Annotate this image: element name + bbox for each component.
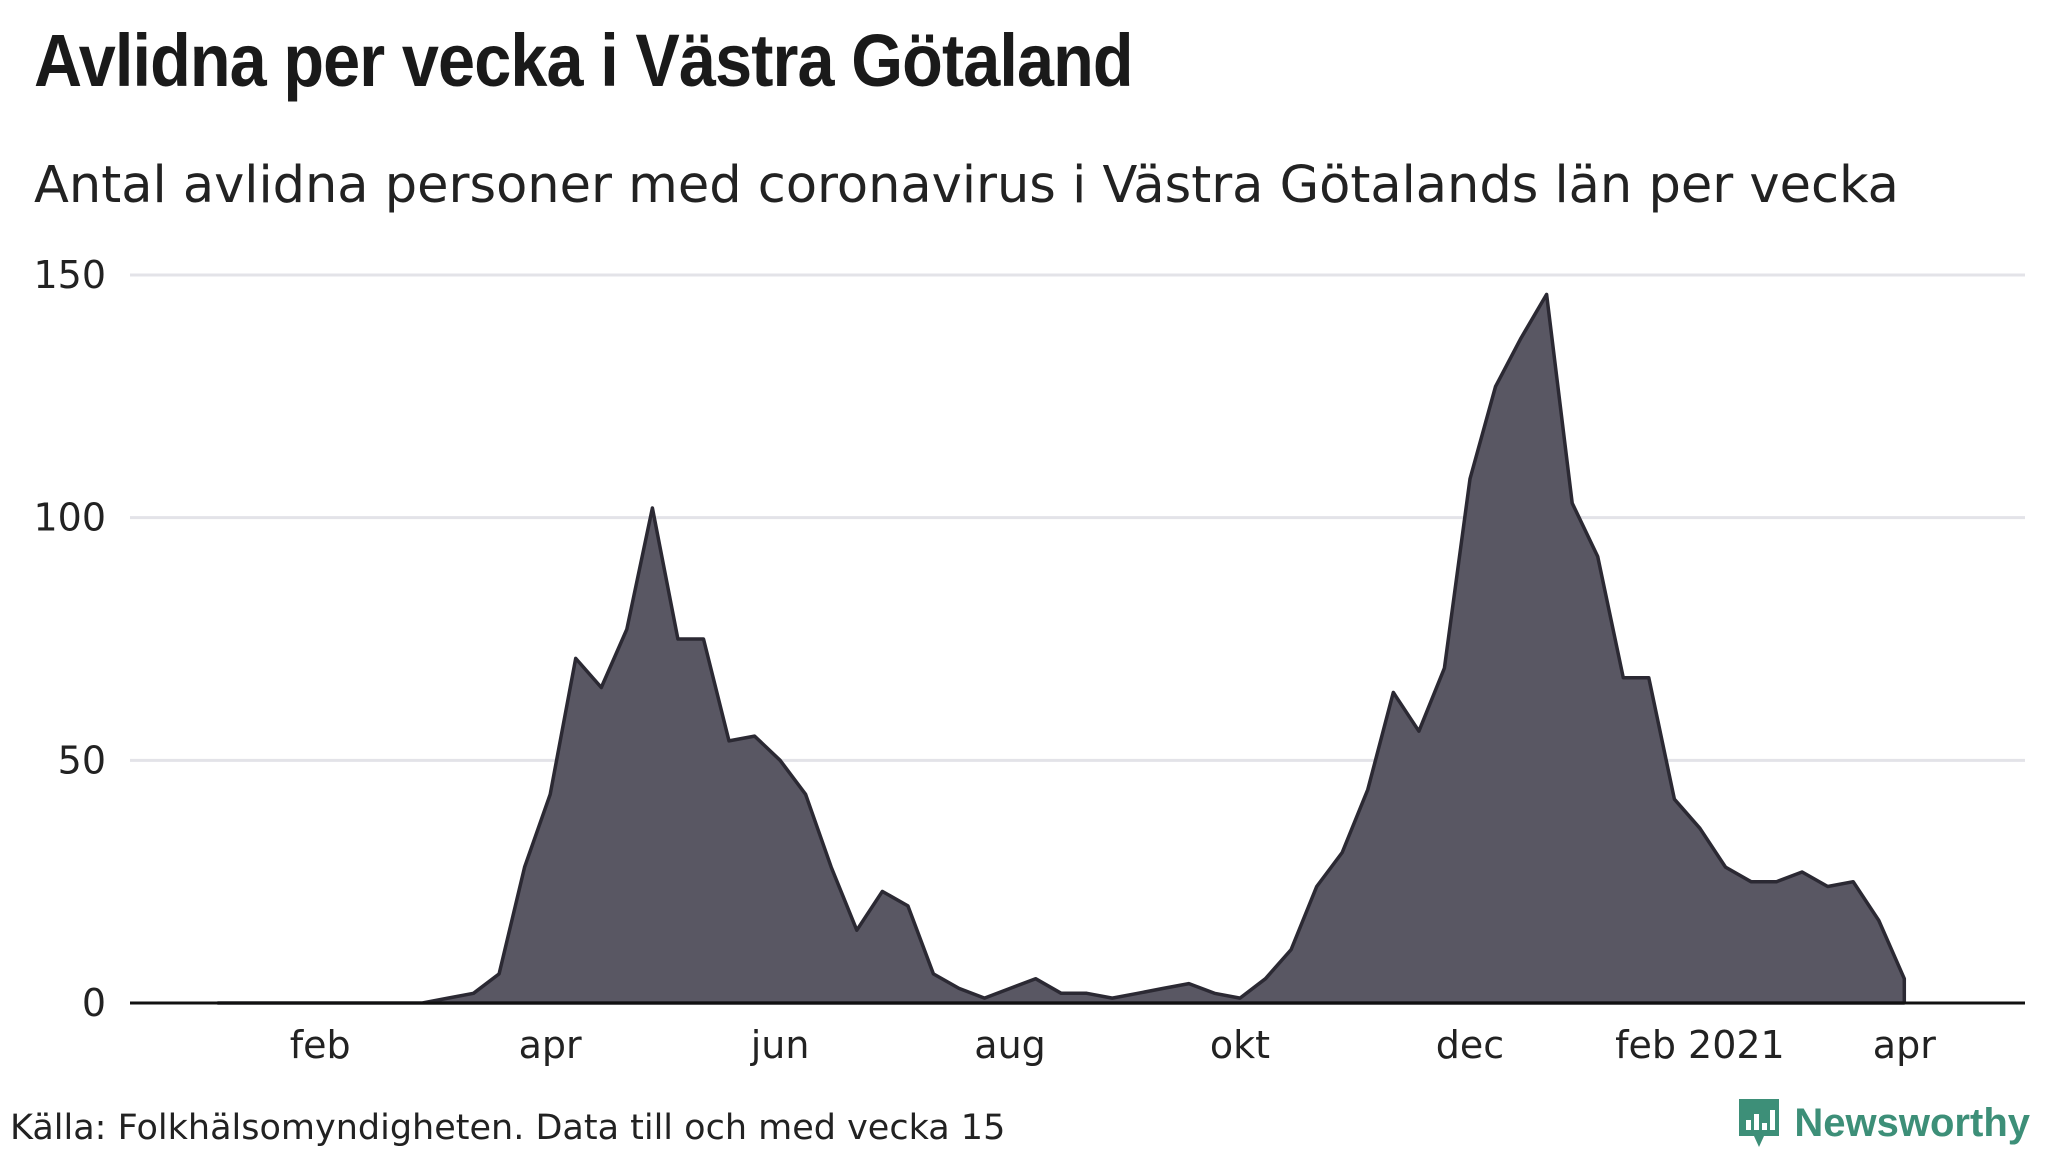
y-tick-label: 150: [33, 253, 106, 297]
chart-subtitle: Antal avlidna personer med coronavirus i…: [34, 156, 1899, 215]
y-axis-ticks: 0 50 100 150: [33, 253, 106, 1025]
y-tick-label: 50: [58, 738, 106, 782]
grid-lines: [130, 273, 2025, 762]
x-axis-ticks: feb apr jun aug okt dec feb 2021 apr: [290, 1023, 1936, 1067]
x-tick-label: aug: [974, 1023, 1046, 1067]
x-tick-label: feb 2021: [1615, 1023, 1785, 1067]
brand-name: Newsworthy: [1794, 1100, 2030, 1145]
source-note: Källa: Folkhälsomyndigheten. Data till o…: [10, 1108, 1006, 1148]
y-tick-label: 0: [82, 981, 106, 1025]
x-tick-label: apr: [1873, 1023, 1936, 1067]
newsworthy-logo-icon: [1739, 1099, 1780, 1147]
x-tick-label: apr: [519, 1023, 582, 1067]
x-tick-label: jun: [750, 1023, 810, 1067]
x-tick-label: feb: [290, 1023, 351, 1067]
y-tick-label: 100: [33, 496, 106, 540]
chart-title: Avlidna per vecka i Västra Götaland: [34, 19, 1134, 102]
brand-logo[interactable]: Newsworthy: [1736, 1096, 2030, 1150]
x-tick-label: dec: [1436, 1023, 1504, 1067]
x-tick-label: okt: [1210, 1023, 1270, 1067]
area-series-avlidna: [216, 292, 1907, 1005]
